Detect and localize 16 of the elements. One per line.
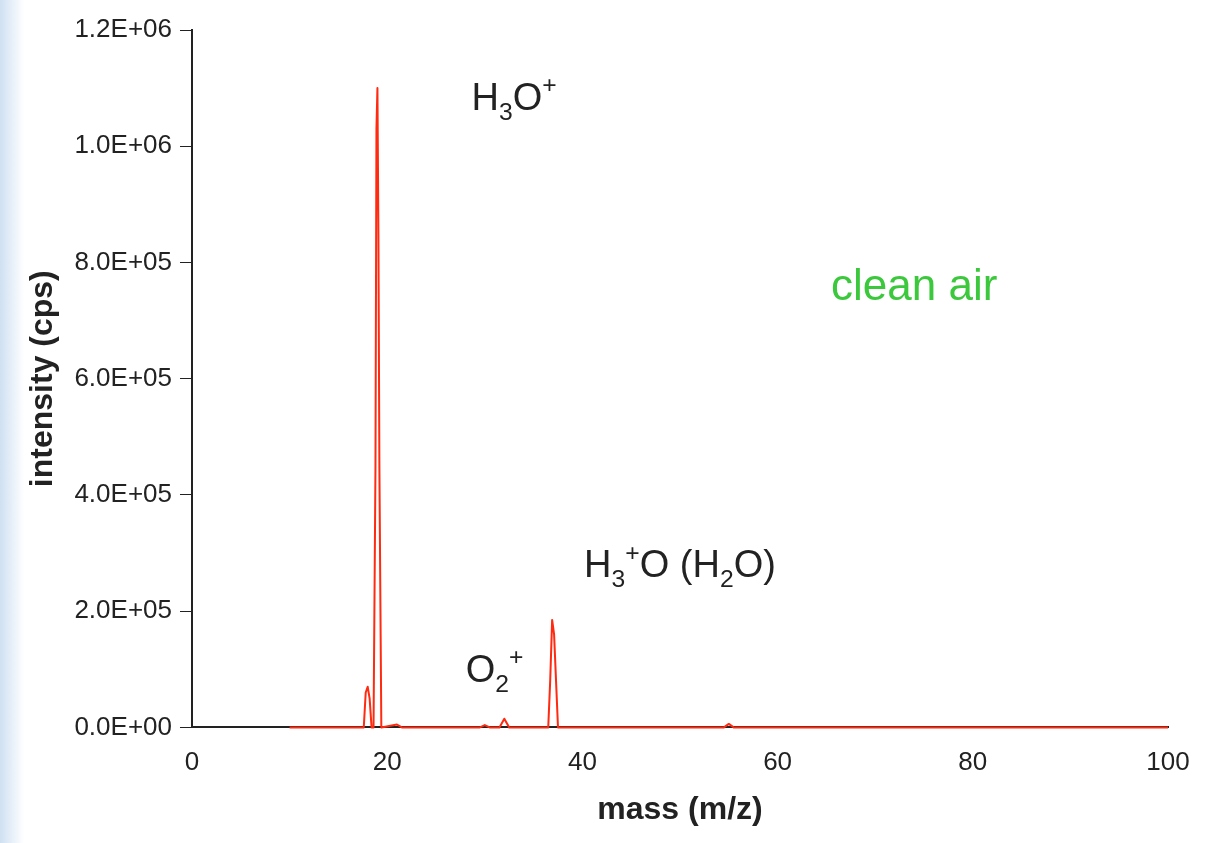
- x-tick-label: 80: [958, 746, 988, 777]
- x-tick-label: 60: [763, 746, 793, 777]
- y-tick-label: 4.0E+05: [74, 478, 172, 509]
- x-axis-title: mass (m/z): [597, 789, 763, 826]
- y-tick-label: 8.0E+05: [74, 245, 172, 276]
- y-axis-title: intensity (cps): [23, 270, 60, 488]
- x-tick-label: 20: [372, 746, 402, 777]
- y-tick-label: 2.0E+05: [74, 594, 172, 625]
- annotation: clean air: [831, 260, 998, 310]
- y-tick-label: 6.0E+05: [74, 361, 172, 392]
- y-tick-label: 1.2E+06: [74, 13, 172, 44]
- x-tick-label: 100: [1146, 746, 1190, 777]
- y-tick-label: 0.0E+00: [74, 710, 172, 741]
- x-tick-label: 0: [184, 746, 200, 777]
- y-tick-label: 1.0E+06: [74, 129, 172, 160]
- x-tick-label: 40: [567, 746, 597, 777]
